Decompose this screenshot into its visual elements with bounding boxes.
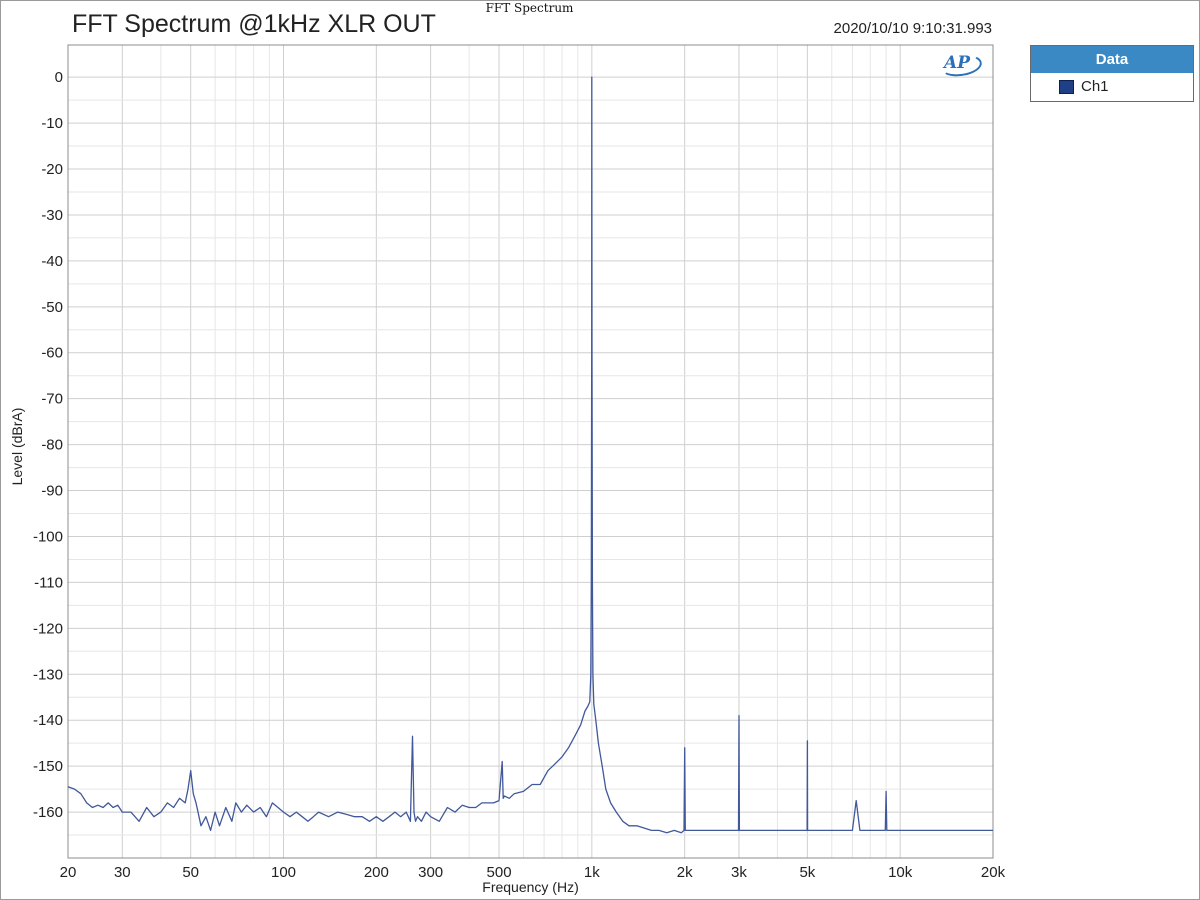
x-tick-label: 20 [60,864,77,881]
y-tick-label: -50 [41,299,63,316]
legend-swatch-ch1 [1059,80,1074,94]
y-tick-label: -80 [41,437,63,454]
timestamp: 2020/10/10 9:10:31.993 [833,20,992,37]
y-tick-label: -160 [33,804,63,821]
x-tick-labels: 20 30 50 100 200 300 500 1k 2k 3k 5k 10k 20k [60,864,1006,881]
x-tick-label: 1k [584,864,600,881]
x-tick-label: 3k [731,864,747,881]
y-tick-label: -120 [33,620,63,637]
legend-item-ch1[interactable]: Ch1 [1031,73,1193,101]
plot-area [67,44,994,859]
y-tick-label: -100 [33,528,63,545]
window-caption: FFT Spectrum [485,1,574,15]
x-tick-label: 2k [677,864,693,881]
y-tick-label: -40 [41,253,63,270]
legend-header: Data [1031,46,1193,73]
x-tick-label: 20k [981,864,1006,881]
y-tick-label: -10 [41,115,63,132]
series-layer [67,76,993,834]
chart-title: FFT Spectrum @1kHz XLR OUT [72,10,436,38]
legend-label-ch1: Ch1 [1081,78,1109,95]
x-axis-label: Frequency (Hz) [482,879,578,895]
x-tick-label: 10k [888,864,913,881]
y-tick-label: -150 [33,758,63,775]
y-tick-label: 0 [55,69,63,86]
y-tick-label: -140 [33,712,63,729]
y-tick-label: -30 [41,207,63,224]
y-tick-label: -110 [34,574,63,591]
y-tick-label: -20 [41,161,63,178]
y-axis-label: Level (dBrA) [9,408,25,486]
x-tick-label: 5k [799,864,815,881]
y-tick-labels: 0 -10 -20 -30 -40 -50 -60 -70 -80 -90 -100 -110 -120… [33,69,63,821]
legend-panel: Data Ch1 [1030,45,1194,102]
x-tick-label: 300 [418,864,443,881]
ap-logo: AP [938,52,984,79]
y-tick-label: -90 [41,483,63,500]
x-tick-label: 30 [114,864,131,881]
ap-logo-text: AP [944,53,970,73]
x-tick-label: 200 [364,864,389,881]
y-tick-label: -130 [33,666,63,683]
y-tick-label: -70 [41,391,63,408]
x-tick-label: 500 [487,864,512,881]
y-tick-label: -60 [41,345,63,362]
grid-lines [67,45,994,858]
series-line-ch1 [67,76,993,834]
x-tick-label: 100 [271,864,296,881]
x-tick-label: 50 [182,864,199,881]
